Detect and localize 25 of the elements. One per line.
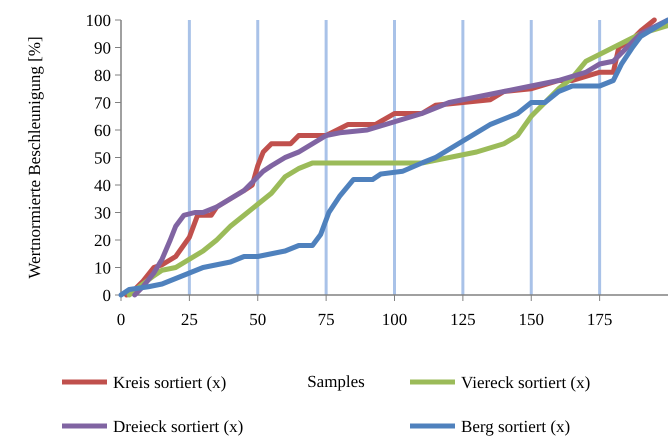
- x-tick-label: 100: [382, 310, 408, 329]
- x-tick-label: 25: [180, 310, 198, 329]
- x-tick-label: 0: [116, 310, 126, 329]
- y-tick-label: 90: [94, 38, 111, 58]
- y-tick-label: 70: [94, 93, 111, 112]
- y-tick-label: 60: [94, 120, 111, 140]
- y-tick-label: 100: [86, 10, 111, 30]
- y-tick-label: 30: [94, 203, 111, 222]
- legend-label: Berg sortiert (x): [461, 416, 570, 436]
- x-tick-label: 125: [450, 310, 476, 329]
- y-tick-label: 20: [94, 230, 111, 250]
- legend-label: Dreieck sortiert (x): [113, 416, 244, 436]
- y-tick-label: 80: [94, 66, 111, 85]
- x-tick-label: 75: [318, 310, 335, 329]
- x-tick-label: 50: [249, 310, 266, 329]
- y-tick-label: 0: [102, 286, 111, 305]
- y-axis-title: Wertnormierte Beschleunigung [%]: [25, 36, 44, 279]
- y-tick-label: 40: [94, 176, 111, 195]
- x-tick-label: 150: [518, 310, 544, 329]
- legend-label: Viereck sortiert (x): [461, 372, 590, 392]
- x-axis-title: Samples: [307, 372, 365, 391]
- legend-label: Kreis sortiert (x): [113, 372, 226, 392]
- y-tick-label: 50: [94, 148, 111, 168]
- y-tick-label: 10: [94, 258, 111, 278]
- x-tick-label: 175: [586, 310, 612, 329]
